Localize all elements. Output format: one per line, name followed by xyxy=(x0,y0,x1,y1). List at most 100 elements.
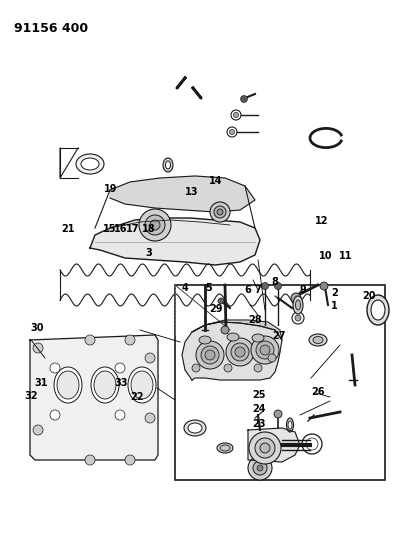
Ellipse shape xyxy=(81,158,99,170)
Circle shape xyxy=(234,112,238,117)
Ellipse shape xyxy=(220,445,230,451)
Ellipse shape xyxy=(252,334,264,342)
Circle shape xyxy=(226,338,254,366)
Ellipse shape xyxy=(367,295,389,325)
Circle shape xyxy=(268,354,276,362)
Circle shape xyxy=(85,455,95,465)
Ellipse shape xyxy=(188,423,202,433)
Circle shape xyxy=(50,363,60,373)
Text: 9: 9 xyxy=(299,286,306,295)
Text: 13: 13 xyxy=(185,187,199,197)
Circle shape xyxy=(249,432,281,464)
Circle shape xyxy=(229,130,234,134)
Text: 7: 7 xyxy=(254,286,261,295)
Circle shape xyxy=(205,350,215,360)
Text: 17: 17 xyxy=(126,224,139,234)
Text: 11: 11 xyxy=(339,251,352,261)
Circle shape xyxy=(217,209,223,215)
Circle shape xyxy=(139,209,171,241)
Circle shape xyxy=(218,298,224,304)
Circle shape xyxy=(50,410,60,420)
Text: 28: 28 xyxy=(248,315,262,325)
Ellipse shape xyxy=(199,336,211,344)
Circle shape xyxy=(125,335,135,345)
Circle shape xyxy=(145,215,165,235)
Circle shape xyxy=(196,341,224,369)
Text: 33: 33 xyxy=(114,378,128,387)
Polygon shape xyxy=(192,320,282,340)
Ellipse shape xyxy=(296,300,301,310)
Text: 26: 26 xyxy=(311,387,325,397)
Ellipse shape xyxy=(131,371,153,399)
Text: 32: 32 xyxy=(24,391,38,401)
Text: 5: 5 xyxy=(205,283,212,293)
Circle shape xyxy=(295,315,301,321)
Circle shape xyxy=(260,443,270,453)
Text: 91156 400: 91156 400 xyxy=(14,22,88,35)
Circle shape xyxy=(214,206,226,218)
Circle shape xyxy=(115,363,125,373)
Circle shape xyxy=(201,346,219,364)
Ellipse shape xyxy=(217,443,233,453)
Circle shape xyxy=(260,345,270,355)
Circle shape xyxy=(224,364,232,372)
Text: 21: 21 xyxy=(61,224,74,234)
Text: 6: 6 xyxy=(244,286,251,295)
Circle shape xyxy=(85,335,95,345)
Circle shape xyxy=(262,282,268,289)
Ellipse shape xyxy=(309,334,327,346)
Circle shape xyxy=(235,347,245,357)
Circle shape xyxy=(192,364,200,372)
Text: 29: 29 xyxy=(209,304,222,314)
Text: 4: 4 xyxy=(181,283,188,293)
Circle shape xyxy=(255,438,275,458)
Circle shape xyxy=(254,364,262,372)
Circle shape xyxy=(115,410,125,420)
Ellipse shape xyxy=(94,371,116,399)
Ellipse shape xyxy=(57,371,79,399)
Ellipse shape xyxy=(128,367,156,403)
Text: 19: 19 xyxy=(104,184,118,194)
Circle shape xyxy=(145,413,155,423)
Text: 12: 12 xyxy=(315,216,329,226)
Text: 25: 25 xyxy=(252,391,266,400)
Text: 14: 14 xyxy=(209,176,222,186)
Text: 3: 3 xyxy=(146,248,152,258)
Circle shape xyxy=(221,326,229,334)
Circle shape xyxy=(33,425,43,435)
Circle shape xyxy=(125,455,135,465)
Circle shape xyxy=(257,465,263,471)
Text: 30: 30 xyxy=(31,323,44,333)
Ellipse shape xyxy=(91,367,119,403)
Circle shape xyxy=(275,282,281,289)
Circle shape xyxy=(291,293,301,303)
Circle shape xyxy=(210,202,230,222)
Circle shape xyxy=(248,456,272,480)
Ellipse shape xyxy=(227,333,239,341)
Circle shape xyxy=(150,220,160,230)
Ellipse shape xyxy=(54,367,82,403)
Circle shape xyxy=(320,282,328,290)
Text: 16: 16 xyxy=(114,224,128,234)
Text: 2: 2 xyxy=(331,288,338,298)
Polygon shape xyxy=(182,322,282,380)
Text: 18: 18 xyxy=(142,224,156,234)
Text: 27: 27 xyxy=(272,331,285,341)
Ellipse shape xyxy=(184,420,206,436)
Polygon shape xyxy=(248,428,300,462)
Ellipse shape xyxy=(76,154,104,174)
Ellipse shape xyxy=(313,336,323,343)
Circle shape xyxy=(274,410,282,418)
Polygon shape xyxy=(90,218,260,265)
Circle shape xyxy=(231,343,249,361)
Circle shape xyxy=(145,353,155,363)
Polygon shape xyxy=(30,335,158,460)
Ellipse shape xyxy=(286,418,294,432)
Ellipse shape xyxy=(293,296,303,314)
Ellipse shape xyxy=(163,158,173,172)
Circle shape xyxy=(251,336,279,364)
Text: 10: 10 xyxy=(319,251,333,261)
Polygon shape xyxy=(110,176,255,212)
Circle shape xyxy=(33,343,43,353)
Text: 22: 22 xyxy=(130,392,143,402)
